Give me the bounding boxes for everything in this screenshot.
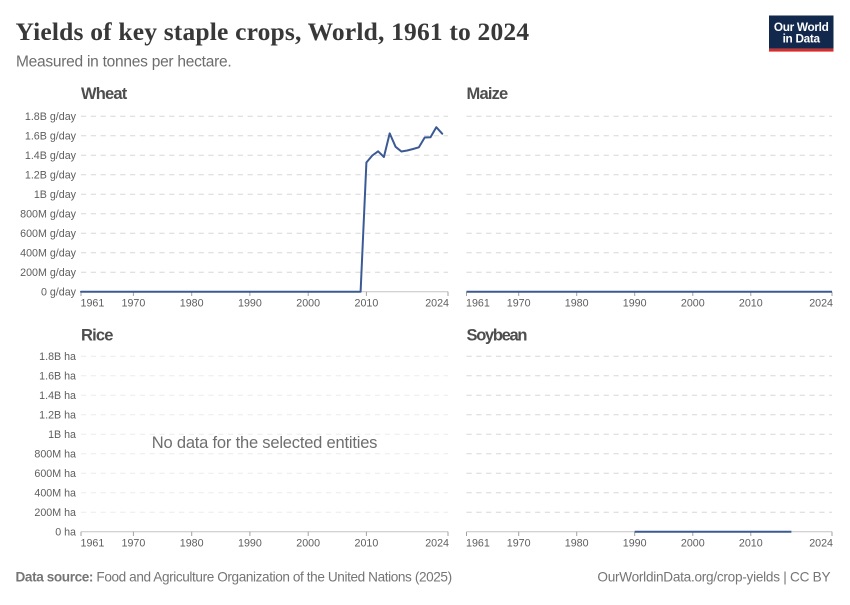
- svg-text:400M g/day: 400M g/day: [20, 247, 77, 259]
- svg-text:1961: 1961: [81, 537, 105, 549]
- svg-text:Rice: Rice: [81, 326, 113, 344]
- svg-text:Maize: Maize: [467, 85, 509, 103]
- svg-text:1.6B g/day: 1.6B g/day: [25, 130, 77, 142]
- svg-text:1970: 1970: [507, 297, 531, 309]
- svg-text:1B ha: 1B ha: [48, 429, 76, 441]
- svg-text:2010: 2010: [355, 297, 379, 309]
- svg-text:1961: 1961: [466, 537, 490, 549]
- svg-text:Data source: Food and Agricult: Data source: Food and Agriculture Organi…: [16, 569, 452, 584]
- svg-text:1.8B g/day: 1.8B g/day: [25, 111, 77, 123]
- svg-text:No data for the selected entit: No data for the selected entities: [152, 434, 377, 452]
- svg-text:1.4B ha: 1.4B ha: [39, 390, 76, 402]
- svg-text:2000: 2000: [296, 537, 320, 549]
- svg-text:1.6B ha: 1.6B ha: [39, 370, 76, 382]
- svg-text:1B g/day: 1B g/day: [34, 189, 77, 201]
- svg-text:2024: 2024: [425, 537, 449, 549]
- svg-text:1970: 1970: [122, 297, 146, 309]
- svg-text:800M g/day: 800M g/day: [20, 208, 77, 220]
- svg-text:1980: 1980: [565, 297, 589, 309]
- svg-text:1.4B g/day: 1.4B g/day: [25, 150, 77, 162]
- svg-text:2024: 2024: [809, 537, 833, 549]
- svg-text:1980: 1980: [565, 537, 589, 549]
- svg-text:1961: 1961: [466, 297, 490, 309]
- svg-text:2024: 2024: [425, 297, 449, 309]
- svg-text:800M ha: 800M ha: [34, 448, 76, 460]
- svg-text:Wheat: Wheat: [81, 85, 128, 103]
- svg-text:2010: 2010: [739, 297, 763, 309]
- svg-text:1980: 1980: [180, 537, 204, 549]
- svg-text:1990: 1990: [238, 537, 262, 549]
- svg-text:1.2B g/day: 1.2B g/day: [25, 169, 77, 181]
- svg-text:1990: 1990: [238, 297, 262, 309]
- svg-text:Soybean: Soybean: [467, 326, 528, 344]
- svg-text:200M ha: 200M ha: [34, 507, 76, 519]
- svg-text:1961: 1961: [81, 297, 105, 309]
- svg-text:0 g/day: 0 g/day: [41, 286, 77, 298]
- svg-text:200M g/day: 200M g/day: [20, 267, 77, 279]
- svg-text:1970: 1970: [122, 537, 146, 549]
- svg-text:400M ha: 400M ha: [34, 487, 76, 499]
- svg-text:2000: 2000: [681, 537, 705, 549]
- svg-text:2024: 2024: [809, 297, 833, 309]
- svg-text:1970: 1970: [507, 537, 531, 549]
- svg-text:2000: 2000: [296, 297, 320, 309]
- svg-text:1.2B ha: 1.2B ha: [39, 409, 76, 421]
- svg-text:in Data: in Data: [783, 32, 821, 46]
- svg-text:0 ha: 0 ha: [55, 526, 76, 538]
- svg-text:2000: 2000: [681, 297, 705, 309]
- svg-text:1.8B ha: 1.8B ha: [39, 351, 76, 363]
- svg-text:Measured in tonnes per hectare: Measured in tonnes per hectare.: [16, 54, 231, 71]
- svg-text:1980: 1980: [180, 297, 204, 309]
- svg-text:Our World: Our World: [774, 20, 829, 34]
- svg-text:600M g/day: 600M g/day: [20, 228, 77, 240]
- svg-text:1990: 1990: [623, 297, 647, 309]
- svg-text:Yields of key staple crops, Wo: Yields of key staple crops, World, 1961 …: [16, 17, 530, 46]
- svg-text:OurWorldinData.org/crop-yields: OurWorldinData.org/crop-yields | CC BY: [597, 569, 830, 584]
- svg-text:2010: 2010: [355, 537, 379, 549]
- svg-text:2010: 2010: [739, 537, 763, 549]
- svg-text:600M ha: 600M ha: [34, 468, 76, 480]
- svg-text:1990: 1990: [623, 537, 647, 549]
